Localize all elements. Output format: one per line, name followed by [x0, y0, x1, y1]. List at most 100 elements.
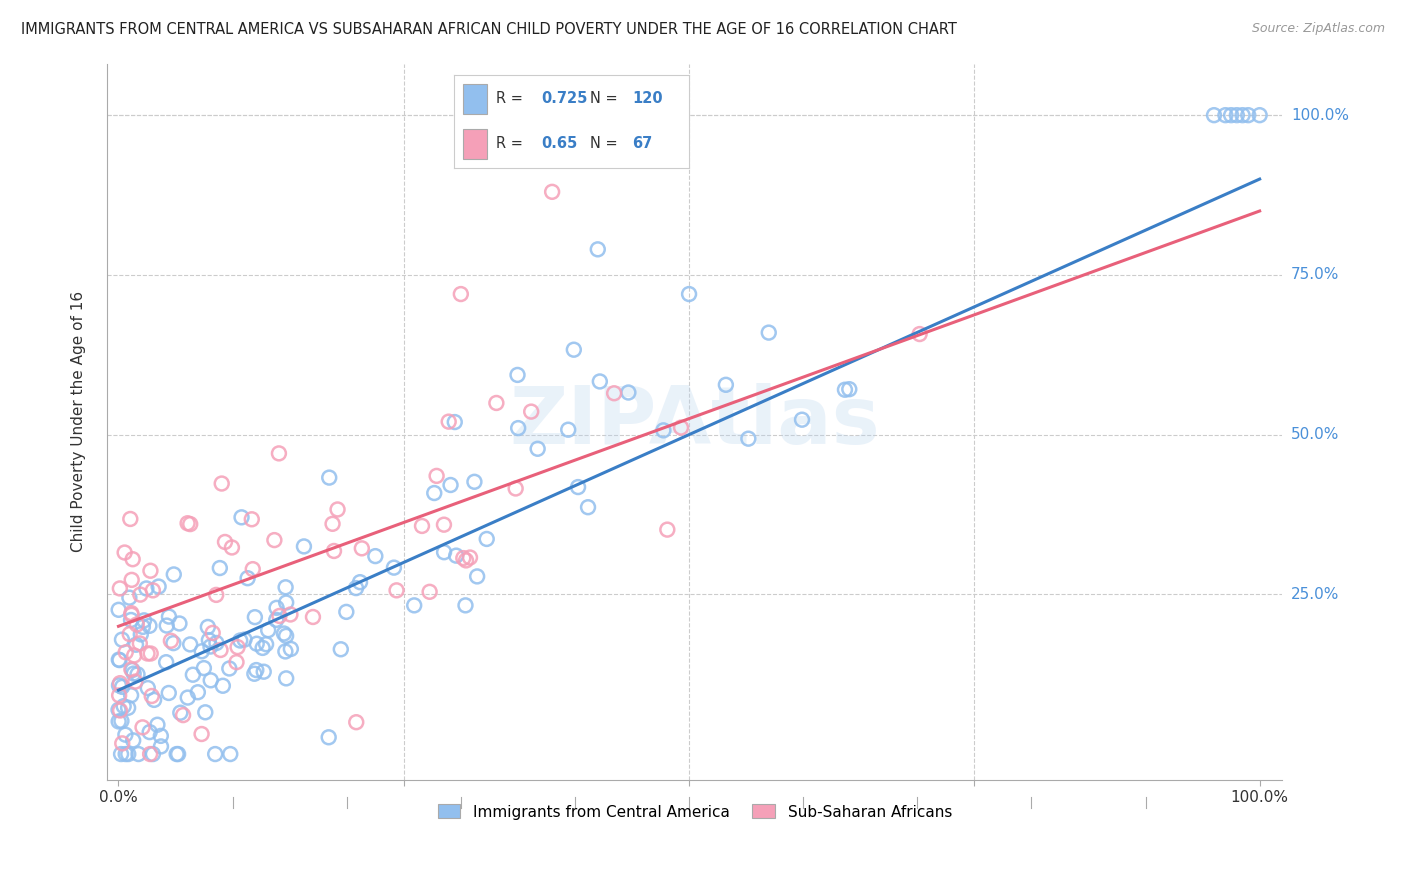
- Point: [197, 620, 219, 634]
- Point: [426, 469, 449, 483]
- Point: [236, 571, 259, 585]
- Point: [132, 613, 155, 627]
- Point: [127, 667, 149, 681]
- Point: [439, 478, 461, 492]
- Point: [292, 540, 315, 554]
- Point: [124, 674, 146, 689]
- Point: [157, 686, 180, 700]
- Point: [714, 377, 737, 392]
- Point: [117, 747, 139, 761]
- Point: [433, 517, 456, 532]
- Point: [263, 533, 285, 547]
- Text: 50.0%: 50.0%: [1291, 427, 1339, 442]
- Point: [506, 368, 529, 382]
- Point: [157, 609, 180, 624]
- Point: [219, 747, 242, 761]
- Point: [209, 643, 232, 657]
- Point: [1232, 108, 1254, 122]
- Point: [107, 714, 129, 729]
- Point: [411, 519, 433, 533]
- Point: [404, 599, 426, 613]
- Point: [225, 655, 247, 669]
- Point: [148, 580, 170, 594]
- Point: [190, 727, 212, 741]
- Point: [344, 715, 367, 730]
- Point: [200, 640, 222, 654]
- Point: [267, 446, 290, 460]
- Point: [240, 512, 263, 526]
- Point: [139, 564, 162, 578]
- Point: [323, 544, 346, 558]
- Point: [139, 747, 162, 761]
- Point: [111, 736, 134, 750]
- Point: [302, 610, 325, 624]
- Point: [163, 567, 186, 582]
- Point: [114, 747, 136, 761]
- Point: [108, 653, 131, 667]
- Point: [108, 689, 131, 703]
- Point: [114, 728, 136, 742]
- Point: [155, 655, 177, 669]
- Point: [465, 569, 488, 583]
- Point: [120, 606, 142, 620]
- Point: [1226, 108, 1249, 122]
- Point: [273, 626, 295, 640]
- Point: [657, 523, 679, 537]
- Point: [167, 747, 190, 761]
- Point: [443, 415, 465, 429]
- Point: [120, 688, 142, 702]
- Point: [280, 642, 302, 657]
- Point: [138, 725, 160, 739]
- Point: [172, 708, 194, 723]
- Point: [143, 693, 166, 707]
- Y-axis label: Child Poverty Under the Age of 16: Child Poverty Under the Age of 16: [72, 292, 86, 552]
- Point: [678, 287, 700, 301]
- Text: Source: ZipAtlas.com: Source: ZipAtlas.com: [1251, 22, 1385, 36]
- Point: [423, 486, 446, 500]
- Point: [485, 396, 508, 410]
- Point: [274, 644, 297, 658]
- Point: [111, 680, 134, 694]
- Point: [211, 679, 233, 693]
- Text: 100.0%: 100.0%: [1291, 108, 1348, 123]
- Point: [146, 717, 169, 731]
- Point: [454, 599, 477, 613]
- Point: [364, 549, 387, 563]
- Point: [149, 729, 172, 743]
- Point: [1202, 108, 1225, 122]
- Point: [136, 681, 159, 695]
- Point: [179, 637, 201, 651]
- Point: [276, 629, 298, 643]
- Point: [139, 647, 162, 661]
- Point: [252, 640, 274, 655]
- Point: [121, 573, 143, 587]
- Point: [458, 550, 481, 565]
- Point: [156, 618, 179, 632]
- Point: [758, 326, 780, 340]
- Point: [737, 432, 759, 446]
- Point: [108, 582, 131, 596]
- Point: [191, 644, 214, 658]
- Point: [125, 638, 148, 652]
- Point: [131, 720, 153, 734]
- Point: [318, 470, 340, 484]
- Point: [142, 583, 165, 598]
- Point: [221, 541, 243, 555]
- Point: [122, 666, 145, 681]
- Point: [834, 383, 856, 397]
- Point: [253, 665, 276, 679]
- Point: [214, 535, 236, 549]
- Point: [444, 549, 467, 563]
- Point: [385, 583, 408, 598]
- Point: [108, 704, 131, 718]
- Point: [226, 640, 249, 654]
- Point: [326, 502, 349, 516]
- Point: [276, 672, 298, 686]
- Text: 75.0%: 75.0%: [1291, 268, 1339, 283]
- Point: [129, 588, 152, 602]
- Point: [135, 582, 157, 596]
- Point: [318, 731, 340, 745]
- Point: [1237, 108, 1260, 122]
- Point: [205, 588, 228, 602]
- Point: [121, 663, 143, 677]
